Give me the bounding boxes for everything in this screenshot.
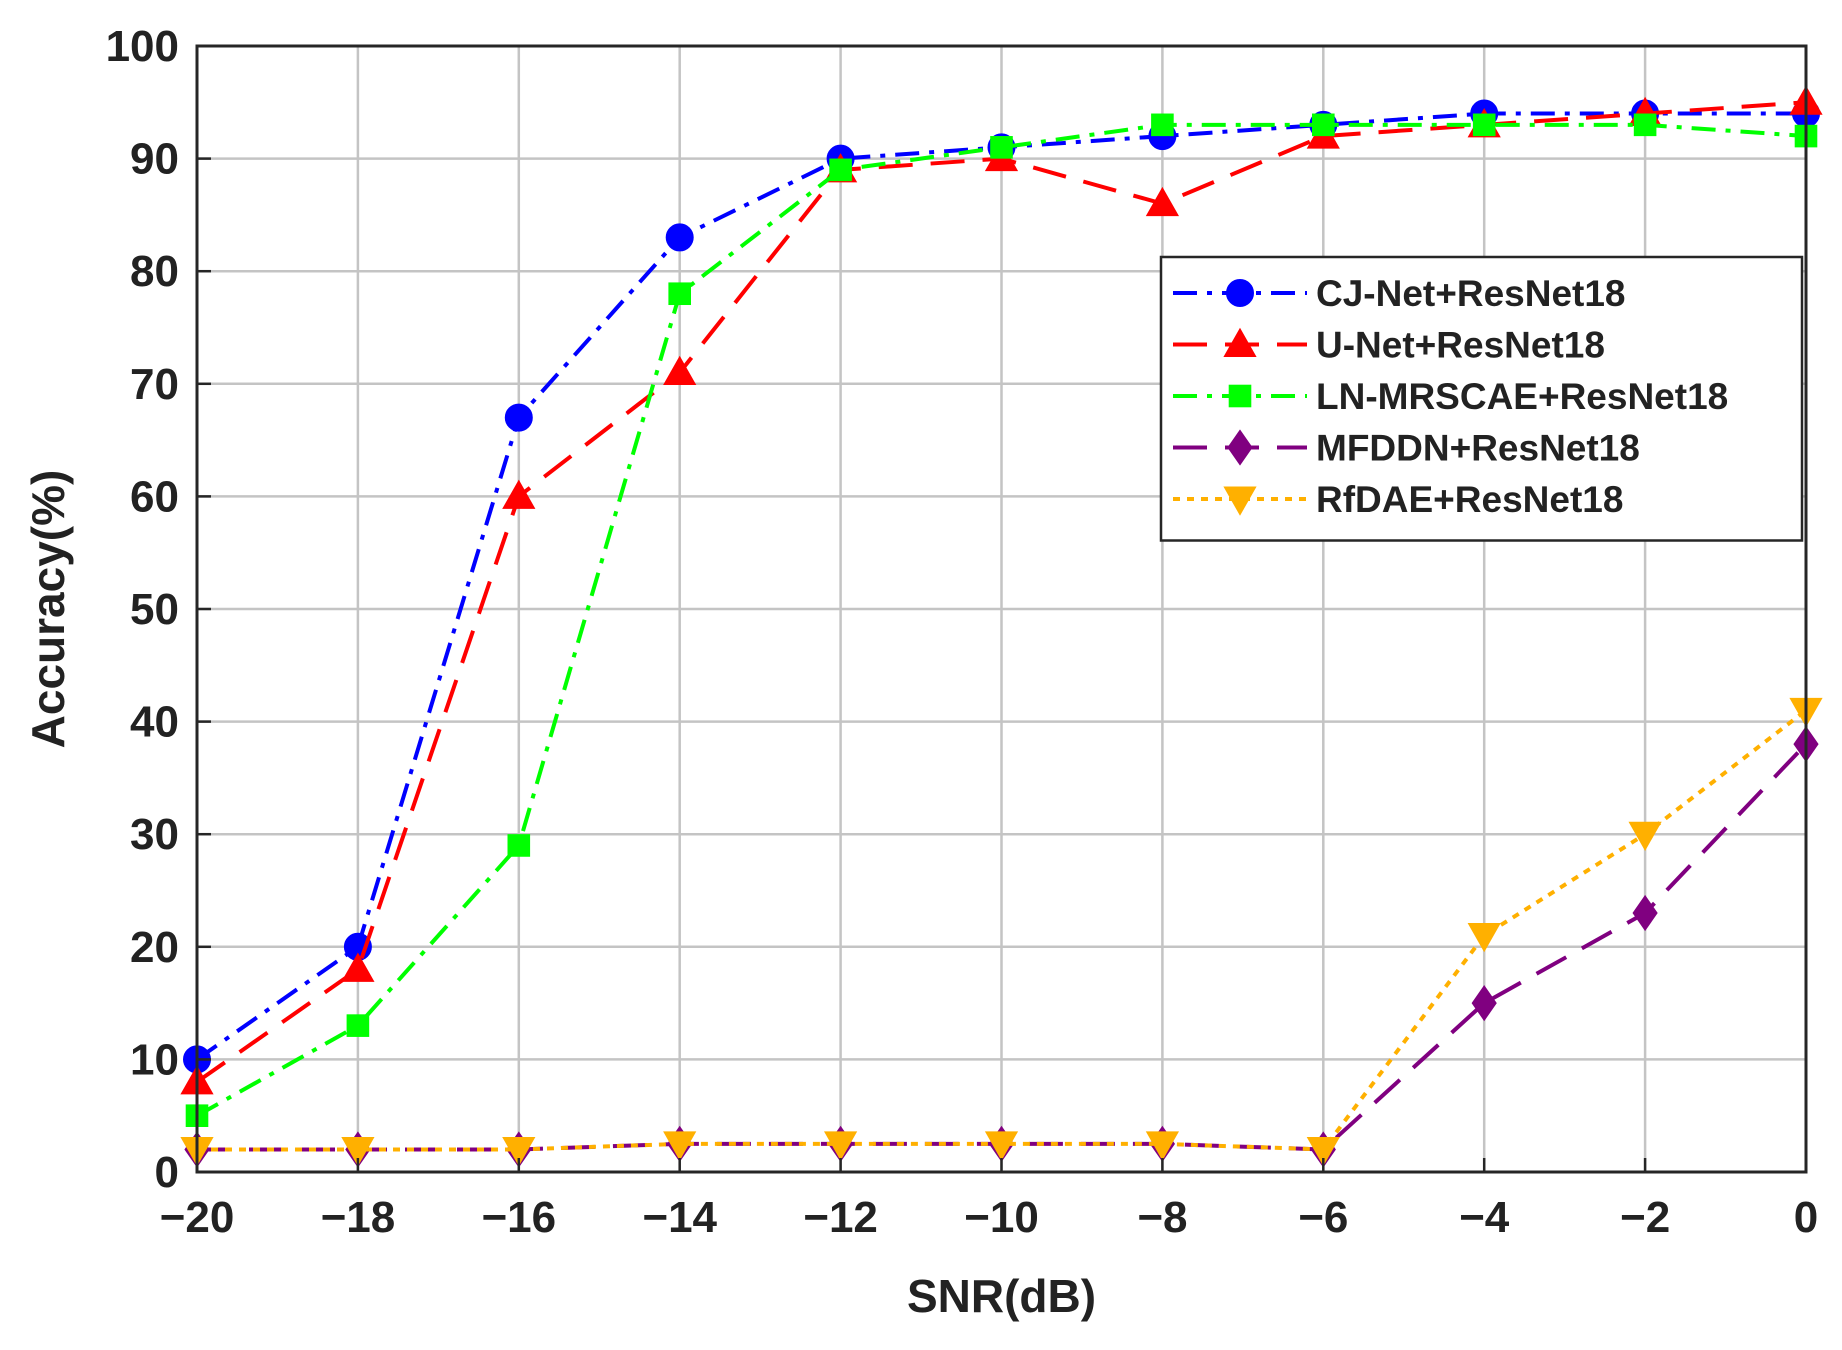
y-axis-label: Accuracy(%) (22, 470, 74, 749)
data-point (990, 136, 1013, 159)
x-tick-label: 0 (1794, 1193, 1818, 1242)
x-tick-label: −16 (481, 1193, 556, 1242)
data-point (1145, 1131, 1180, 1161)
legend-box (1159, 255, 1804, 542)
data-point (346, 1014, 370, 1037)
data-point (665, 223, 694, 252)
x-tick-label: −10 (964, 1193, 1039, 1242)
y-tick-label: 90 (130, 135, 179, 184)
legend-label: RfDAE+ResNet18 (1316, 479, 1623, 520)
series-group (180, 85, 1823, 1168)
x-tick-labels: −20 −18 −16 −14 −12 −10 −8 −6 −4 −2 0 (160, 1158, 1818, 1242)
series-ln-mrscae-resnet18 (185, 113, 1818, 1128)
legend: CJ-Net+ResNet18 U-Net+ResNet18 LN-MRSCAE+R… (1159, 255, 1804, 542)
y-tick-label: 70 (130, 360, 179, 409)
legend-marker (1227, 429, 1253, 466)
x-tick-label: −2 (1620, 1193, 1670, 1242)
data-point (823, 1131, 858, 1161)
data-point (663, 355, 697, 386)
y-tick-label: 50 (130, 585, 179, 634)
y-tick-label: 40 (130, 698, 179, 747)
legend-item: CJ-Net+ResNet18 (1173, 273, 1626, 314)
x-tick-label: −12 (803, 1193, 878, 1242)
data-point (341, 952, 375, 982)
data-point (341, 1136, 375, 1167)
legend-label: CJ-Net+ResNet18 (1316, 273, 1626, 314)
x-tick-label: −8 (1137, 1193, 1187, 1242)
legend-marker (1223, 327, 1257, 357)
x-tick-label: −20 (160, 1193, 235, 1242)
y-tick-label: 100 (106, 22, 179, 71)
data-point (1628, 821, 1662, 851)
series-rfdae-resnet18 (180, 697, 1823, 1167)
data-point (1632, 894, 1658, 932)
y-tick-label: 60 (130, 472, 179, 521)
data-point (1467, 923, 1501, 953)
data-point (1312, 113, 1335, 137)
x-tick-label: −18 (321, 1193, 396, 1242)
data-point (668, 282, 692, 306)
legend-item: MFDDN+ResNet18 (1173, 428, 1640, 469)
data-point (502, 1136, 536, 1167)
legend-label: LN-MRSCAE+ResNet18 (1316, 376, 1728, 417)
legend-item: RfDAE+ResNet18 (1173, 479, 1623, 520)
x-axis-label: SNR(dB) (907, 1270, 1096, 1322)
y-tick-labels: 0 10 20 30 40 50 60 70 80 90 100 (106, 22, 211, 1197)
data-point (502, 479, 536, 509)
data-point (1306, 1136, 1340, 1167)
data-point (1151, 113, 1174, 137)
y-tick-label: 10 (130, 1035, 179, 1084)
legend-item: LN-MRSCAE+ResNet18 (1173, 376, 1728, 417)
legend-item: U-Net+ResNet18 (1173, 325, 1605, 366)
legend-label: U-Net+ResNet18 (1316, 325, 1605, 366)
data-point (829, 158, 852, 182)
data-point (1633, 113, 1657, 137)
data-point (1145, 186, 1180, 217)
legend-marker (1226, 279, 1254, 307)
x-tick-label: −4 (1459, 1193, 1510, 1242)
data-point (507, 834, 531, 857)
legend-label: MFDDN+ResNet18 (1316, 428, 1640, 469)
y-tick-label: 20 (130, 923, 179, 972)
data-point (984, 1131, 1019, 1161)
data-point (1472, 113, 1496, 137)
y-tick-label: 30 (130, 810, 179, 859)
legend-marker (1228, 384, 1252, 408)
data-point (663, 1131, 697, 1161)
series-line (196, 122, 1807, 1118)
legend-marker (1223, 486, 1257, 516)
data-point (504, 403, 533, 432)
x-tick-label: −6 (1298, 1193, 1348, 1242)
y-tick-label: 0 (155, 1148, 179, 1197)
y-tick-label: 80 (130, 247, 179, 296)
data-point (1471, 984, 1497, 1022)
x-tick-label: −14 (642, 1193, 717, 1242)
